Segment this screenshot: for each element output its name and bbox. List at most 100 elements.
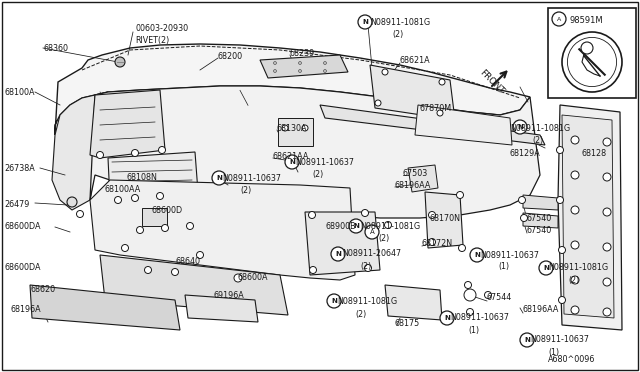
Polygon shape bbox=[90, 86, 540, 218]
Circle shape bbox=[67, 197, 77, 207]
Text: N: N bbox=[289, 159, 295, 165]
Text: 67540: 67540 bbox=[527, 214, 552, 222]
Circle shape bbox=[310, 266, 317, 273]
Circle shape bbox=[559, 247, 566, 253]
Text: 68621AA: 68621AA bbox=[273, 151, 309, 160]
Circle shape bbox=[518, 196, 525, 203]
Circle shape bbox=[456, 192, 463, 199]
Circle shape bbox=[484, 292, 492, 298]
Text: N: N bbox=[444, 315, 450, 321]
Circle shape bbox=[562, 32, 622, 92]
Text: 68100A: 68100A bbox=[4, 87, 35, 96]
Polygon shape bbox=[108, 152, 198, 200]
Text: (2): (2) bbox=[240, 186, 252, 195]
Text: 68600DA: 68600DA bbox=[4, 221, 40, 231]
Circle shape bbox=[161, 224, 168, 231]
Circle shape bbox=[273, 61, 276, 64]
Polygon shape bbox=[523, 195, 558, 210]
Text: N: N bbox=[353, 223, 359, 229]
Text: 00603-20930: 00603-20930 bbox=[135, 23, 188, 32]
Circle shape bbox=[375, 100, 381, 106]
Circle shape bbox=[302, 125, 308, 131]
Circle shape bbox=[186, 222, 193, 230]
Circle shape bbox=[298, 70, 301, 73]
Circle shape bbox=[571, 306, 579, 314]
Polygon shape bbox=[185, 295, 258, 322]
Circle shape bbox=[382, 69, 388, 75]
Circle shape bbox=[115, 196, 122, 203]
Text: N08911-10637: N08911-10637 bbox=[222, 173, 281, 183]
Circle shape bbox=[323, 61, 326, 64]
Text: N08911-10637: N08911-10637 bbox=[480, 250, 539, 260]
Polygon shape bbox=[100, 255, 288, 315]
Circle shape bbox=[520, 333, 534, 347]
Circle shape bbox=[77, 211, 83, 218]
Circle shape bbox=[571, 241, 579, 249]
Text: N: N bbox=[362, 19, 368, 25]
Circle shape bbox=[557, 196, 563, 203]
Circle shape bbox=[365, 264, 371, 272]
Text: (2): (2) bbox=[355, 310, 366, 318]
Text: N: N bbox=[524, 337, 530, 343]
Polygon shape bbox=[408, 165, 438, 192]
Polygon shape bbox=[320, 105, 545, 145]
Text: 68600DA: 68600DA bbox=[4, 263, 40, 273]
Circle shape bbox=[464, 289, 476, 301]
Text: 68128: 68128 bbox=[582, 148, 607, 157]
Text: 68196A: 68196A bbox=[10, 305, 40, 314]
Circle shape bbox=[571, 136, 579, 144]
Text: 68621A: 68621A bbox=[400, 55, 431, 64]
Text: 67540: 67540 bbox=[527, 225, 552, 234]
Circle shape bbox=[273, 70, 276, 73]
Circle shape bbox=[349, 219, 363, 233]
Text: N: N bbox=[335, 251, 341, 257]
Circle shape bbox=[568, 38, 616, 87]
Circle shape bbox=[358, 15, 372, 29]
Text: 68175: 68175 bbox=[395, 318, 420, 327]
Circle shape bbox=[571, 206, 579, 214]
Bar bbox=[548, 8, 636, 98]
Text: 68196AA: 68196AA bbox=[523, 305, 559, 314]
Circle shape bbox=[581, 42, 593, 54]
Text: 68196AA: 68196AA bbox=[395, 180, 431, 189]
Text: N08911-20647: N08911-20647 bbox=[342, 250, 401, 259]
Text: N: N bbox=[517, 124, 523, 130]
Text: (2): (2) bbox=[312, 170, 323, 179]
Polygon shape bbox=[260, 55, 348, 78]
Text: 68170N: 68170N bbox=[430, 214, 461, 222]
Text: N08911-1081G: N08911-1081G bbox=[360, 221, 420, 231]
Text: 67503: 67503 bbox=[403, 169, 428, 177]
Text: N08911-10637: N08911-10637 bbox=[295, 157, 354, 167]
Circle shape bbox=[212, 171, 226, 185]
Text: 98591M: 98591M bbox=[570, 16, 604, 25]
Text: RIVET(2): RIVET(2) bbox=[135, 35, 169, 45]
Polygon shape bbox=[305, 212, 380, 275]
Text: FRONT: FRONT bbox=[478, 68, 506, 96]
Polygon shape bbox=[52, 92, 108, 210]
Text: N08911-1081G: N08911-1081G bbox=[337, 298, 397, 307]
Circle shape bbox=[603, 138, 611, 146]
Text: (2): (2) bbox=[378, 234, 389, 243]
Circle shape bbox=[172, 269, 179, 276]
Bar bbox=[142, 208, 167, 226]
Circle shape bbox=[136, 227, 143, 234]
Circle shape bbox=[603, 243, 611, 251]
Polygon shape bbox=[55, 44, 530, 135]
Circle shape bbox=[282, 125, 288, 131]
Text: 69196A: 69196A bbox=[213, 291, 244, 299]
Text: 26479: 26479 bbox=[4, 199, 29, 208]
Text: N08911-10637: N08911-10637 bbox=[450, 314, 509, 323]
Text: 68200: 68200 bbox=[218, 51, 243, 61]
Circle shape bbox=[571, 276, 579, 284]
Text: 68129A: 68129A bbox=[510, 148, 541, 157]
Circle shape bbox=[157, 192, 163, 199]
Circle shape bbox=[196, 251, 204, 259]
Polygon shape bbox=[90, 90, 165, 158]
Text: N08911-10637: N08911-10637 bbox=[530, 336, 589, 344]
Circle shape bbox=[559, 296, 566, 304]
Bar bbox=[278, 118, 313, 146]
Circle shape bbox=[145, 266, 152, 273]
Circle shape bbox=[331, 247, 345, 261]
Text: A: A bbox=[370, 229, 374, 235]
Polygon shape bbox=[523, 213, 558, 228]
